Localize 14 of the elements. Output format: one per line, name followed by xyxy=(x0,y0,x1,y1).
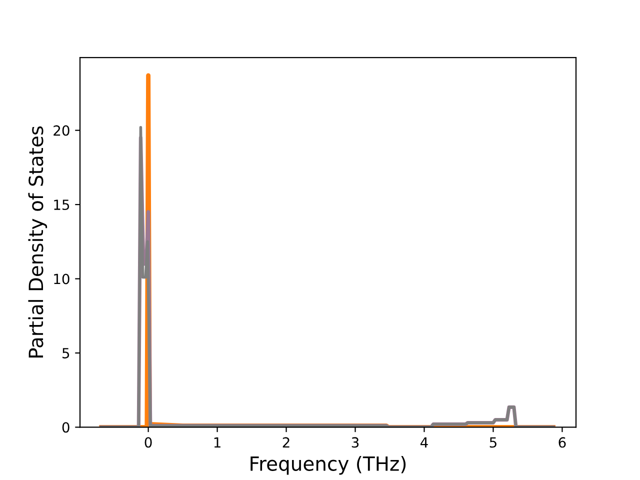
x-tick-label: 3 xyxy=(352,437,359,448)
y-tick-label: 5 xyxy=(62,348,70,358)
y-tick-label: 15 xyxy=(54,200,70,210)
y-tick-label: 0 xyxy=(62,422,70,433)
y-tick-label: 10 xyxy=(54,274,70,284)
y-tick-label: 20 xyxy=(54,125,70,136)
x-axis-title: Frequency (THz) xyxy=(250,456,406,475)
x-tick-label: 6 xyxy=(558,437,566,448)
y-axis-title: Partial Density of States xyxy=(28,126,48,358)
x-tick-label: 5 xyxy=(490,437,496,448)
x-tick-label: 2 xyxy=(282,437,290,448)
x-tick-label: 0 xyxy=(144,437,152,448)
x-tick-label: 1 xyxy=(214,437,220,448)
x-tick-label: 4 xyxy=(420,437,428,448)
